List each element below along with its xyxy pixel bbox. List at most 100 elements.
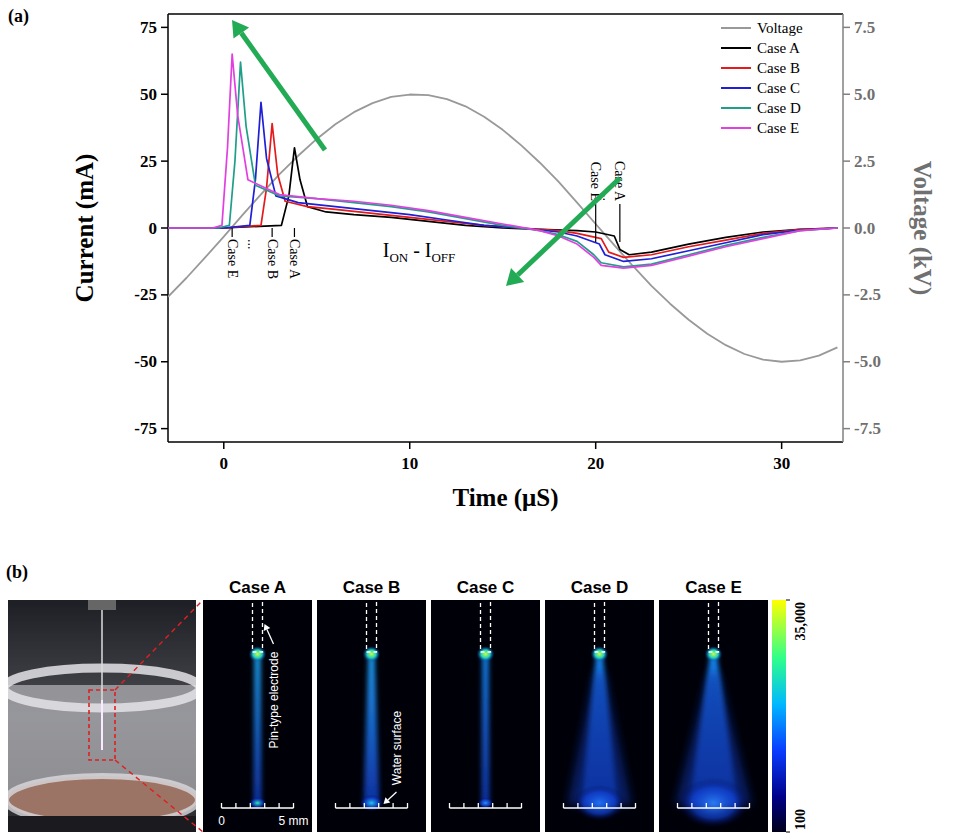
base bbox=[8, 816, 196, 832]
plasma-column bbox=[254, 652, 262, 805]
scale-tick bbox=[706, 803, 707, 808]
plasma-column bbox=[482, 652, 490, 805]
peak-marker-label: Case E bbox=[225, 239, 240, 278]
series-line bbox=[168, 102, 837, 261]
y-tick-label: -50 bbox=[134, 352, 157, 371]
scale-tick bbox=[478, 803, 479, 808]
scale-tick bbox=[620, 803, 621, 808]
scale-bar bbox=[222, 807, 294, 809]
series-line bbox=[168, 62, 837, 267]
scale-bar bbox=[564, 807, 636, 809]
image-bg bbox=[431, 600, 540, 832]
scale-tick bbox=[592, 803, 593, 808]
scale-tick bbox=[691, 803, 692, 808]
y2-tick-label: -5.0 bbox=[854, 352, 881, 371]
series-line bbox=[168, 54, 837, 268]
x-tick bbox=[223, 442, 225, 449]
scale-tick bbox=[635, 803, 636, 808]
legend-label: Case E bbox=[757, 120, 799, 136]
y-tick bbox=[161, 428, 168, 430]
case-content bbox=[317, 600, 426, 832]
electrode-outline bbox=[367, 600, 377, 652]
image-bg bbox=[203, 600, 312, 832]
surface-glow bbox=[360, 795, 384, 812]
y2-tick-label: 0.0 bbox=[854, 219, 875, 238]
tip-glow bbox=[249, 646, 267, 662]
y-tick bbox=[161, 361, 168, 363]
tip-glow bbox=[591, 646, 609, 662]
case-content bbox=[659, 600, 768, 832]
scale-tick bbox=[278, 803, 279, 808]
y2-tick bbox=[843, 27, 850, 29]
scale-tick bbox=[235, 803, 236, 808]
annotation-subscript: OFF bbox=[431, 250, 455, 265]
case-title: Case A bbox=[229, 578, 286, 597]
plasma-column bbox=[364, 652, 380, 805]
discharge bbox=[101, 700, 103, 750]
surface-glow bbox=[478, 797, 494, 808]
x-axis bbox=[168, 441, 843, 443]
plot-data bbox=[168, 54, 837, 362]
scale-tick bbox=[378, 803, 379, 808]
case-content bbox=[203, 600, 312, 832]
trend-arrow-head bbox=[506, 268, 524, 286]
y-tick-label: 0 bbox=[149, 219, 158, 238]
y2-tick bbox=[843, 227, 850, 229]
scale-tick bbox=[364, 803, 365, 808]
trend-arrow-shaft bbox=[241, 33, 325, 150]
scale-tick bbox=[734, 803, 735, 808]
scale-tick bbox=[577, 803, 578, 808]
y-tick-label: 75 bbox=[140, 18, 157, 37]
x-tick bbox=[409, 442, 411, 449]
x-tick-label: 10 bbox=[401, 454, 418, 473]
electrode-outline bbox=[595, 600, 605, 652]
water-label: Water surface bbox=[390, 711, 404, 786]
y-tick bbox=[161, 94, 168, 96]
tip-glow bbox=[705, 646, 723, 662]
axes: -75-50-250255075-7.5-5.0-2.50.02.55.07.5… bbox=[134, 14, 881, 473]
case-title: Case B bbox=[343, 578, 401, 597]
y-tick bbox=[161, 227, 168, 229]
x-axis-title: Time (μS) bbox=[452, 484, 558, 512]
legend-label: Case B bbox=[757, 60, 800, 76]
electrode-outline bbox=[253, 600, 263, 652]
y2-axis-title: Voltage (kV) bbox=[908, 161, 936, 296]
figure: (a)-75-50-250255075-7.5-5.0-2.50.02.55.0… bbox=[0, 0, 961, 839]
label-arrow-head bbox=[264, 624, 271, 631]
case-image: Case B Water surface bbox=[317, 578, 426, 832]
annotation-subscript: ON bbox=[389, 250, 408, 265]
scale-tick bbox=[720, 803, 721, 808]
y-axis-title: Current (mA) bbox=[71, 154, 99, 303]
legend-swatch bbox=[721, 67, 751, 69]
y2-tick bbox=[843, 361, 850, 363]
dip-marker-line bbox=[619, 204, 620, 242]
discharge-glow bbox=[99, 700, 105, 750]
case-image: Case D bbox=[545, 578, 654, 832]
legend-label: Case D bbox=[757, 100, 801, 116]
zoom-box bbox=[89, 690, 115, 760]
y2-tick bbox=[843, 160, 850, 162]
label-arrow-shaft bbox=[267, 629, 274, 644]
case-image: Case E bbox=[659, 578, 768, 832]
y2-axis bbox=[842, 14, 844, 442]
series-line bbox=[168, 95, 837, 362]
label-arrow-shaft bbox=[388, 792, 397, 800]
case-image: Case C bbox=[431, 578, 540, 832]
legend-label: Case A bbox=[757, 40, 800, 56]
y-tick-label: -25 bbox=[134, 285, 157, 304]
scale-tick bbox=[492, 803, 493, 808]
tip-glow bbox=[477, 646, 495, 662]
scale-tick bbox=[250, 803, 251, 808]
y-tick-label: -75 bbox=[134, 419, 157, 438]
scale-tick bbox=[749, 803, 750, 808]
x-tick-label: 0 bbox=[220, 454, 229, 473]
y2-tick-label: 2.5 bbox=[854, 152, 875, 171]
annotation: ION - IOFF bbox=[383, 239, 456, 265]
trend-arrow-shaft bbox=[518, 178, 620, 275]
surface-glow bbox=[678, 778, 750, 828]
peak-marker-label: Case B bbox=[265, 239, 280, 279]
scale-tick bbox=[349, 803, 350, 808]
scale-tick bbox=[392, 803, 393, 808]
peak-marker-line bbox=[232, 228, 233, 237]
scale-tick bbox=[335, 803, 336, 808]
